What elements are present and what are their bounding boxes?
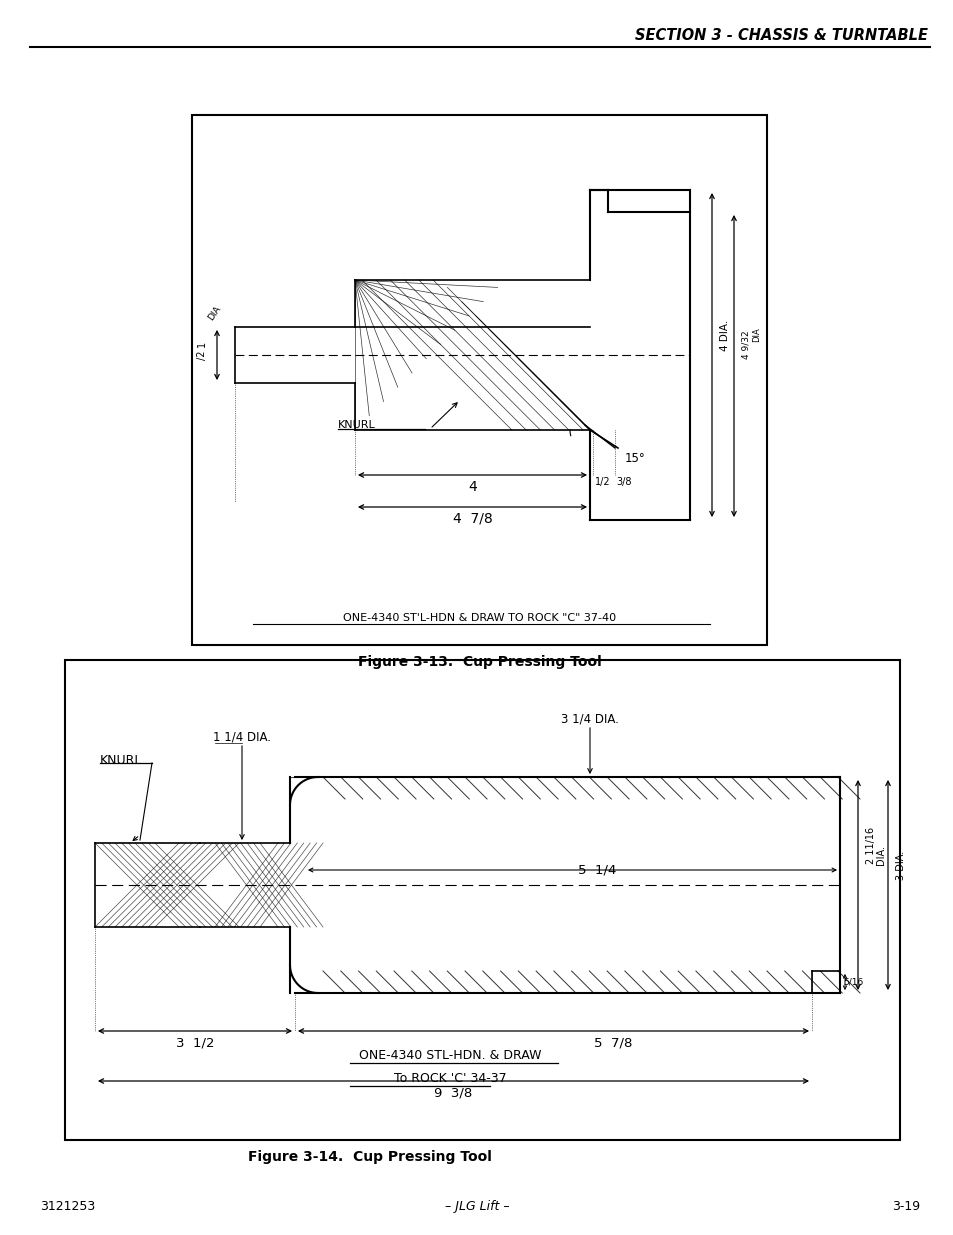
Text: 1/2: 1/2 (595, 477, 610, 487)
Text: 5  1/4: 5 1/4 (578, 863, 616, 877)
Text: 5  7/8: 5 7/8 (594, 1036, 632, 1049)
Text: /2: /2 (196, 351, 207, 359)
Text: 3-19: 3-19 (891, 1200, 919, 1213)
Text: – JLG Lift –: – JLG Lift – (444, 1200, 509, 1213)
Text: KNURL: KNURL (100, 753, 142, 767)
Text: DIA.: DIA. (875, 845, 885, 864)
Text: ONE-4340 ST'L-HDN & DRAW TO ROCK "C" 37-40: ONE-4340 ST'L-HDN & DRAW TO ROCK "C" 37-… (343, 613, 616, 622)
Text: 2 11/16: 2 11/16 (865, 826, 875, 863)
Text: DIA: DIA (751, 327, 760, 342)
Text: 4 DIA.: 4 DIA. (720, 320, 729, 351)
Text: 4 9/32: 4 9/32 (741, 331, 750, 359)
Text: 3 DIA.: 3 DIA. (895, 851, 905, 879)
Text: 3  1/2: 3 1/2 (175, 1036, 214, 1049)
Text: 5/16: 5/16 (842, 977, 862, 987)
Text: 9  3/8: 9 3/8 (434, 1086, 472, 1099)
Text: Figure 3-13.  Cup Pressing Tool: Figure 3-13. Cup Pressing Tool (357, 655, 601, 669)
Text: Figure 3-14.  Cup Pressing Tool: Figure 3-14. Cup Pressing Tool (248, 1150, 492, 1165)
Text: 4: 4 (468, 480, 476, 494)
Text: ONE-4340 STL-HDN. & DRAW: ONE-4340 STL-HDN. & DRAW (358, 1049, 540, 1062)
Bar (192, 115, 766, 645)
Text: 3 1/4 DIA.: 3 1/4 DIA. (560, 713, 618, 725)
Bar (65, 659, 899, 1140)
Text: KNURL: KNURL (337, 420, 375, 430)
Text: DIA: DIA (207, 304, 223, 322)
Text: 1: 1 (196, 341, 207, 347)
Text: 3121253: 3121253 (40, 1200, 95, 1213)
Text: SECTION 3 - CHASSIS & TURNTABLE: SECTION 3 - CHASSIS & TURNTABLE (635, 27, 927, 42)
Text: 3/8: 3/8 (616, 477, 631, 487)
Text: 15°: 15° (624, 452, 645, 466)
Text: To ROCK 'C' 34-37: To ROCK 'C' 34-37 (394, 1072, 506, 1086)
Text: 1 1/4 DIA.: 1 1/4 DIA. (213, 730, 271, 743)
Text: 4  7/8: 4 7/8 (452, 513, 492, 526)
